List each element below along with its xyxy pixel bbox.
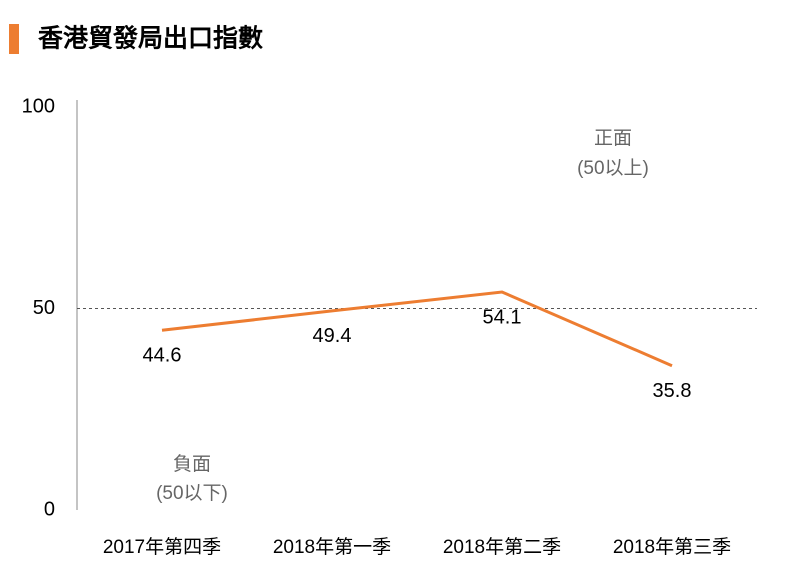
title-marker [9,24,19,54]
value-label: 35.8 [653,380,692,402]
annotation: 負面 [173,453,211,475]
value-label: 54.1 [483,306,522,328]
x-tick-label: 2018年第三季 [613,536,731,558]
annotation: 正面 [594,128,632,149]
annotation: (50以上) [577,157,649,179]
x-tick-label: 2018年第二季 [443,536,561,558]
x-tick-label: 2017年第四季 [103,536,221,558]
x-tick-label: 2018年第一季 [273,536,391,558]
value-label: 44.6 [143,345,182,367]
y-tick-label: 50 [33,297,55,319]
line [161,290,673,368]
value-label: 49.4 [313,325,352,347]
chart-title: 香港貿發局出口指數 [38,24,263,53]
y-tick-label: 0 [44,498,55,520]
y-tick-label: 100 [22,95,55,117]
annotation: (50以下) [156,483,228,504]
